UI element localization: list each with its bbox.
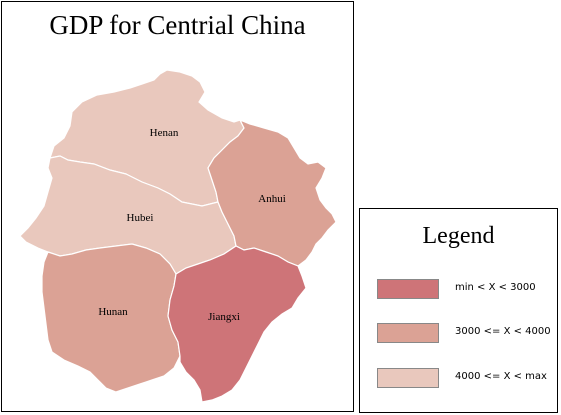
map-title: GDP for Centrial China [49, 10, 306, 40]
legend-swatch-high [377, 368, 439, 388]
legend-swatch-mid [377, 323, 439, 343]
region-label-jiangxi: Jiangxi [208, 311, 240, 323]
legend-label-low: min < X < 3000 [455, 282, 536, 293]
region-jiangxi[interactable] [167, 245, 307, 403]
region-anhui[interactable] [207, 118, 337, 267]
region-label-anhui: Anhui [258, 193, 286, 205]
region-label-hunan: Hunan [98, 306, 128, 318]
region-label-hubei: Hubei [127, 212, 154, 224]
region-hunan[interactable] [41, 243, 181, 393]
map-frame: GDP for Centrial China Henan Hubei Anhui… [1, 1, 354, 412]
legend-title: Legend [422, 223, 495, 249]
map-canvas: Henan Hubei Anhui Hunan Jiangxi [19, 69, 337, 403]
legend-label-mid: 3000 <= X < 4000 [455, 326, 551, 337]
legend-label-high: 4000 <= X < max [455, 371, 547, 382]
region-label-henan: Henan [150, 127, 179, 139]
legend-swatch-low [377, 279, 439, 299]
legend: Legend min < X < 3000 3000 <= X < 4000 4… [359, 208, 558, 413]
